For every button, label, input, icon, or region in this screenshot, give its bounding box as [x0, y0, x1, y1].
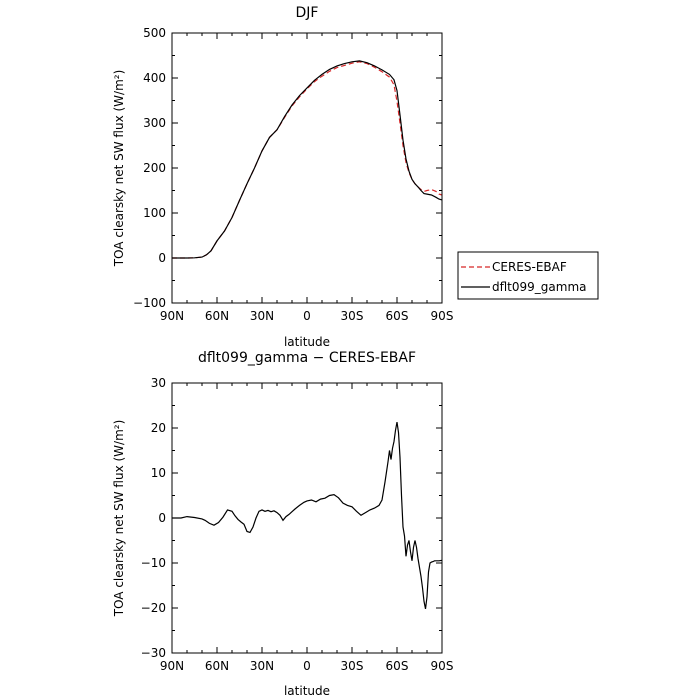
y-tick-label: 0: [158, 511, 166, 525]
y-tick-label: 10: [151, 466, 166, 480]
x-tick-label: 60S: [386, 309, 409, 323]
x-tick-label: 90S: [431, 659, 454, 673]
x-tick-label: 30S: [341, 309, 364, 323]
x-tick-label: 60S: [386, 659, 409, 673]
y-tick-label: 200: [143, 161, 166, 175]
y-tick-label: 400: [143, 71, 166, 85]
chart-title: DJF: [296, 5, 319, 21]
x-tick-label: 30S: [341, 659, 364, 673]
legend-label-ceres-ebaf: CERES-EBAF: [492, 260, 567, 274]
series-line-dflt099-gamma: [172, 60, 443, 259]
x-tick-label: 30N: [250, 309, 274, 323]
legend-box: [457, 251, 599, 300]
y-tick-label: 100: [143, 206, 166, 220]
x-axis-label: latitude: [284, 684, 330, 698]
y-tick-label: −100: [133, 296, 166, 310]
x-axis-label: latitude: [284, 335, 330, 349]
x-tick-label: 60N: [205, 659, 229, 673]
y-axis-label: TOA clearsky net SW flux (W/m²): [112, 420, 126, 618]
plot-frame: [171, 382, 443, 654]
chart-title: dflt099_gamma − CERES-EBAF: [198, 350, 416, 366]
x-tick-label: 30N: [250, 659, 274, 673]
series-line-difference: [172, 421, 443, 610]
y-tick-label: 500: [143, 26, 166, 40]
x-tick-label: 90S: [431, 309, 454, 323]
legend-label-dflt099-gamma: dflt099_gamma: [492, 280, 587, 294]
x-tick-label: 0: [303, 309, 311, 323]
plot-frame: [171, 32, 443, 304]
y-tick-label: 300: [143, 116, 166, 130]
y-tick-label: −20: [141, 601, 166, 615]
y-tick-label: 20: [151, 421, 166, 435]
y-axis-label: TOA clearsky net SW flux (W/m²): [112, 70, 126, 268]
y-tick-label: 0: [158, 251, 166, 265]
x-tick-label: 60N: [205, 309, 229, 323]
x-tick-label: 90N: [160, 659, 184, 673]
x-tick-label: 0: [303, 659, 311, 673]
y-tick-label: −30: [141, 646, 166, 660]
y-tick-label: −10: [141, 556, 166, 570]
y-tick-label: 30: [151, 376, 166, 390]
series-line-ceres-ebaf: [172, 61, 443, 259]
x-tick-label: 90N: [160, 309, 184, 323]
legend: CERES-EBAF dflt099_gamma: [457, 251, 599, 300]
chart-bottom-difference: dflt099_gamma − CERES-EBAF 90N 60N 30N 0 30S…: [112, 350, 453, 698]
chart-top-djf: DJF 90N 60N 30N 0 30S 60S 90S −100 0 100 200 300 400…: [112, 5, 599, 349]
